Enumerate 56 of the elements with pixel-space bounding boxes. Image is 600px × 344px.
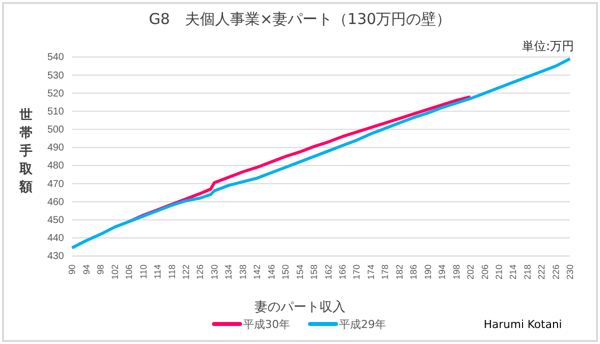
y-tick-label: 510 bbox=[47, 106, 64, 118]
y-tick-label: 480 bbox=[47, 160, 64, 172]
x-tick-label: 218 bbox=[522, 264, 532, 280]
x-tick-label: 186 bbox=[408, 264, 419, 280]
y-tick-label: 450 bbox=[47, 215, 64, 226]
x-tick-label: 114 bbox=[152, 264, 163, 279]
text: Harumi Kotani bbox=[484, 318, 562, 331]
y-tick-label: 540 bbox=[47, 52, 64, 64]
x-tick-label: 194 bbox=[437, 264, 448, 280]
x-tick-label: 154 bbox=[294, 264, 305, 280]
x-tick-label: 230 bbox=[565, 264, 576, 280]
x-tick-label: 146 bbox=[266, 264, 276, 280]
chart-title: G8 夫個人事業×妻パート（130万円の壁） bbox=[148, 10, 452, 28]
x-tick-label: 130 bbox=[209, 264, 220, 280]
legend-label: 平成30年 bbox=[243, 318, 290, 331]
legend-label: 平成29年 bbox=[339, 318, 386, 331]
x-tick-label: 226 bbox=[550, 264, 561, 280]
x-tick-label: 118 bbox=[166, 264, 177, 279]
x-tick-label: 174 bbox=[366, 264, 376, 280]
x-tick-label: 214 bbox=[508, 264, 518, 280]
x-tick-label: 210 bbox=[494, 264, 504, 280]
x-tick-label: 94 bbox=[81, 264, 92, 275]
x-tick-label: 178 bbox=[380, 264, 390, 280]
x-tick-label: 134 bbox=[224, 264, 234, 280]
x-tick-label: 170 bbox=[352, 264, 362, 280]
x-tick-label: 206 bbox=[480, 264, 490, 280]
x-tick-label: 142 bbox=[252, 264, 262, 280]
y-tick-label: 470 bbox=[47, 178, 64, 190]
x-tick-label: 138 bbox=[238, 264, 248, 280]
x-tick-label: 122 bbox=[180, 264, 191, 280]
text: 単位:万円 bbox=[522, 39, 574, 53]
y-tick-label: 440 bbox=[47, 233, 64, 244]
x-tick-label: 202 bbox=[466, 264, 476, 280]
y-tick-label: 490 bbox=[47, 142, 64, 154]
x-tick-label: 198 bbox=[451, 264, 462, 280]
line-series bbox=[70, 57, 572, 250]
x-tick-label: 222 bbox=[536, 264, 547, 280]
x-tick-label: 158 bbox=[309, 264, 320, 280]
x-tick-label: 102 bbox=[110, 264, 120, 280]
x-tick-label: 126 bbox=[195, 264, 206, 280]
y-tick-label: 460 bbox=[47, 196, 64, 208]
x-tick-label: 98 bbox=[96, 264, 106, 275]
x-tick-label: 190 bbox=[422, 264, 433, 280]
y-tick-label: 430 bbox=[47, 251, 64, 262]
y-tick-label: 500 bbox=[47, 124, 64, 136]
x-tick-label: 166 bbox=[337, 264, 348, 280]
y-tick-label: 530 bbox=[47, 70, 64, 82]
x-tick-label: 182 bbox=[394, 264, 404, 280]
y-axis-title: 世帯手取額 bbox=[18, 108, 34, 195]
y-tick-label: 520 bbox=[47, 88, 64, 100]
x-tick-label: 150 bbox=[280, 264, 291, 280]
x-axis-title: 妻のパート収入 bbox=[254, 300, 346, 315]
x-tick-label: 162 bbox=[323, 264, 334, 280]
x-tick-label: 106 bbox=[124, 264, 134, 280]
x-tick-label: 90 bbox=[67, 264, 78, 275]
x-tick-label: 110 bbox=[138, 264, 148, 279]
